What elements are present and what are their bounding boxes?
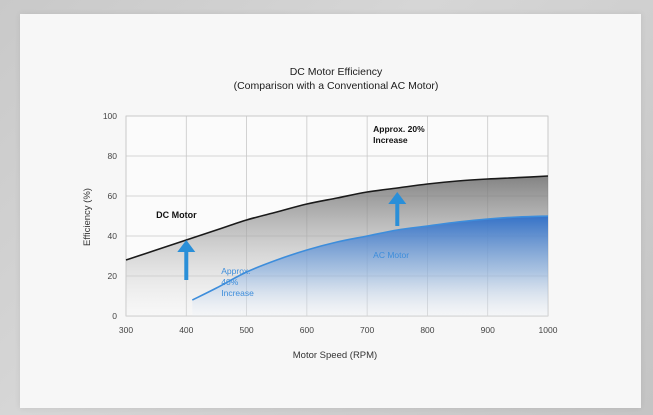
x-tick-label: 800 bbox=[420, 325, 434, 335]
arrow-head bbox=[388, 192, 407, 204]
y-tick-label: 80 bbox=[108, 151, 118, 161]
x-tick-labels: 300 400 500 600 700 800 900 1000 bbox=[119, 325, 558, 335]
ac-to-dc-increase-arrow-icon bbox=[388, 192, 407, 226]
series-lines bbox=[125, 175, 549, 301]
x-tick-label: 500 bbox=[239, 325, 253, 335]
x-tick-label: 600 bbox=[300, 325, 314, 335]
y-axis-label: Efficiency (%) bbox=[82, 188, 93, 246]
approx-20-increase-label: Approx. 20% Increase bbox=[373, 124, 425, 145]
x-tick-label: 1000 bbox=[539, 325, 558, 335]
ac-motor-area bbox=[192, 216, 549, 316]
annotation-line: AC Motor bbox=[373, 250, 409, 260]
x-tick-label: 400 bbox=[179, 325, 193, 335]
annotation-line: 40% bbox=[221, 277, 238, 287]
ac-motor-label: AC Motor bbox=[373, 250, 409, 260]
y-tick-label: 60 bbox=[108, 191, 118, 201]
annotation-line: Increase bbox=[221, 288, 254, 298]
y-tick-label: 0 bbox=[112, 311, 117, 321]
annotation-line: Increase bbox=[373, 135, 408, 145]
ac-motor-line bbox=[191, 215, 549, 301]
dc-motor-line bbox=[125, 175, 549, 261]
chart-subtitle: (Comparison with a Conventional AC Motor… bbox=[234, 80, 439, 92]
y-tick-label: 100 bbox=[103, 111, 117, 121]
y-tick-labels: 0 20 40 60 80 100 bbox=[103, 111, 117, 321]
y-tick-label: 20 bbox=[108, 271, 118, 281]
arrow-head bbox=[177, 240, 196, 252]
dc-motor-label: DC Motor bbox=[156, 210, 197, 220]
annotation-line: Approx. bbox=[221, 266, 250, 276]
x-tick-label: 300 bbox=[119, 325, 133, 335]
chart-title: DC Motor Efficiency bbox=[290, 66, 383, 78]
x-tick-label: 700 bbox=[360, 325, 374, 335]
annotation-line: Approx. 20% bbox=[373, 124, 425, 134]
y-tick-label: 40 bbox=[108, 231, 118, 241]
approx-40-increase-label: Approx. 40% Increase bbox=[221, 266, 254, 298]
annotation-line: DC Motor bbox=[156, 210, 197, 220]
x-tick-label: 900 bbox=[481, 325, 495, 335]
dc-increase-arrow-icon bbox=[177, 240, 196, 280]
x-axis-label: Motor Speed (RPM) bbox=[293, 350, 377, 361]
series-areas bbox=[126, 176, 549, 316]
